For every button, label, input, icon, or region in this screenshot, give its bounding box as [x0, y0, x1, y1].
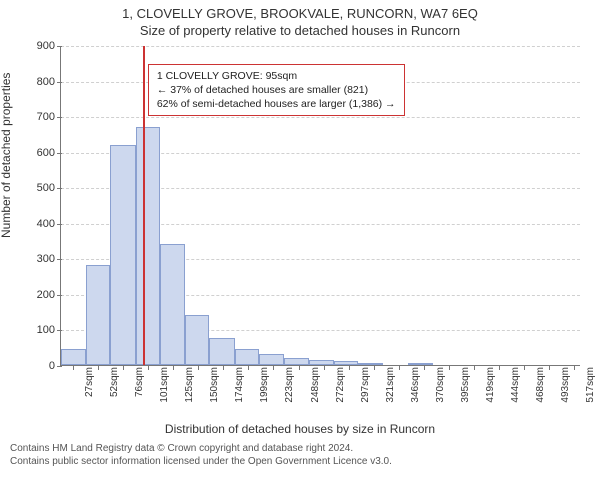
x-tick-label: 297sqm: [354, 365, 371, 403]
x-tick-mark: [98, 365, 99, 370]
annotation-line-1: 1 CLOVELLY GROVE: 95sqm: [157, 69, 396, 83]
footer-attribution: Contains HM Land Registry data © Crown c…: [0, 438, 600, 468]
x-tick-label: 125sqm: [178, 365, 195, 403]
x-axis-label: Distribution of detached houses by size …: [0, 422, 600, 436]
y-tick-label: 400: [23, 218, 61, 230]
x-tick-label: 321sqm: [379, 365, 396, 403]
property-marker-line: [143, 46, 145, 365]
x-tick-mark: [449, 365, 450, 370]
x-tick-label: 174sqm: [228, 365, 245, 403]
x-tick-label: 517sqm: [579, 365, 596, 403]
histogram-bar: [209, 338, 235, 365]
y-tick-label: 100: [23, 324, 61, 336]
x-tick-label: 101sqm: [153, 365, 170, 403]
histogram-bar: [61, 349, 86, 365]
histogram-bar: [110, 145, 136, 365]
x-tick-mark: [549, 365, 550, 370]
x-tick-mark: [474, 365, 475, 370]
x-tick-mark: [374, 365, 375, 370]
x-tick-mark: [574, 365, 575, 370]
histogram-bar: [160, 244, 185, 365]
y-tick-label: 800: [23, 76, 61, 88]
gridline: [61, 117, 580, 118]
x-tick-mark: [324, 365, 325, 370]
x-tick-label: 346sqm: [404, 365, 421, 403]
x-tick-mark: [424, 365, 425, 370]
y-tick-label: 300: [23, 253, 61, 265]
x-tick-label: 468sqm: [529, 365, 546, 403]
x-tick-mark: [273, 365, 274, 370]
x-tick-label: 272sqm: [329, 365, 346, 403]
annotation-line-3: 62% of semi-detached houses are larger (…: [157, 97, 396, 111]
x-tick-mark: [248, 365, 249, 370]
annotation-line-2: ← 37% of detached houses are smaller (82…: [157, 83, 396, 97]
title-sub: Size of property relative to detached ho…: [0, 23, 600, 38]
y-tick-label: 600: [23, 147, 61, 159]
x-tick-mark: [299, 365, 300, 370]
x-tick-label: 395sqm: [454, 365, 471, 403]
x-tick-label: 370sqm: [429, 365, 446, 403]
plot-region: 010020030040050060070080090027sqm52sqm76…: [60, 46, 580, 366]
x-tick-label: 27sqm: [78, 365, 95, 397]
y-tick-label: 700: [23, 111, 61, 123]
y-tick-label: 0: [23, 360, 61, 372]
histogram-bar: [86, 265, 111, 365]
gridline: [61, 46, 580, 47]
histogram-bar: [136, 127, 161, 365]
x-tick-label: 199sqm: [253, 365, 270, 403]
x-tick-mark: [524, 365, 525, 370]
x-tick-mark: [349, 365, 350, 370]
x-tick-label: 444sqm: [504, 365, 521, 403]
x-tick-label: 419sqm: [479, 365, 496, 403]
y-tick-label: 200: [23, 289, 61, 301]
x-tick-mark: [399, 365, 400, 370]
x-tick-label: 52sqm: [103, 365, 120, 397]
footer-line-1: Contains HM Land Registry data © Crown c…: [10, 442, 590, 455]
y-tick-label: 900: [23, 40, 61, 52]
histogram-bar: [259, 354, 284, 365]
x-tick-mark: [148, 365, 149, 370]
x-tick-label: 76sqm: [128, 365, 145, 397]
histogram-bar: [284, 358, 310, 365]
x-tick-label: 223sqm: [278, 365, 295, 403]
x-tick-label: 150sqm: [203, 365, 220, 403]
x-tick-mark: [223, 365, 224, 370]
x-tick-mark: [499, 365, 500, 370]
x-tick-label: 248sqm: [304, 365, 321, 403]
x-tick-mark: [173, 365, 174, 370]
y-tick-label: 500: [23, 182, 61, 194]
chart-area: Number of detached properties 0100200300…: [0, 38, 600, 438]
histogram-bar: [185, 315, 210, 365]
footer-line-2: Contains public sector information licen…: [10, 455, 590, 468]
y-axis-label: Number of detached properties: [0, 73, 13, 238]
x-tick-label: 493sqm: [554, 365, 571, 403]
title-main: 1, CLOVELLY GROVE, BROOKVALE, RUNCORN, W…: [0, 6, 600, 21]
x-tick-mark: [123, 365, 124, 370]
histogram-bar: [235, 349, 260, 365]
x-tick-mark: [198, 365, 199, 370]
x-tick-mark: [73, 365, 74, 370]
annotation-box: 1 CLOVELLY GROVE: 95sqm ← 37% of detache…: [148, 64, 405, 117]
chart-titles: 1, CLOVELLY GROVE, BROOKVALE, RUNCORN, W…: [0, 0, 600, 38]
